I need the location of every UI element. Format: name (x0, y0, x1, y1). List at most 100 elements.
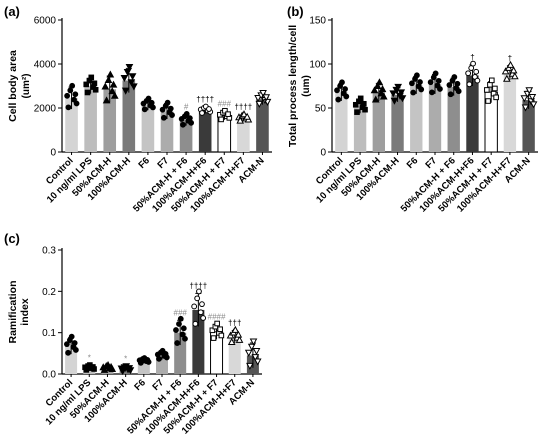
bar (141, 104, 155, 152)
data-point (180, 325, 187, 332)
data-point (247, 343, 256, 351)
data-point (177, 315, 184, 322)
bar (410, 85, 423, 152)
data-point (65, 349, 71, 356)
data-point (218, 116, 224, 123)
significance-label: †††† (196, 95, 214, 104)
data-point (454, 80, 461, 87)
panel-label: (c) (4, 231, 20, 246)
data-point (107, 362, 115, 370)
data-point (493, 94, 499, 101)
data-point (150, 104, 156, 111)
bar (466, 75, 479, 152)
data-point (253, 358, 262, 366)
data-point (243, 112, 251, 120)
data-point (174, 340, 181, 346)
data-point (354, 109, 360, 115)
data-point (409, 80, 415, 87)
data-point (108, 87, 117, 95)
data-point (156, 355, 162, 362)
data-point (255, 100, 264, 108)
data-point (375, 78, 384, 86)
data-point (252, 348, 261, 356)
bar (372, 92, 385, 152)
data-point (394, 83, 403, 91)
data-point (235, 335, 244, 343)
data-point (130, 83, 138, 91)
data-point (137, 359, 144, 366)
y-tick-label: 6000 (34, 16, 57, 27)
data-point (83, 81, 90, 88)
bar (447, 86, 460, 152)
data-point (474, 77, 481, 84)
data-point (183, 111, 190, 117)
y-axis-unit: (um²) (21, 74, 32, 99)
bar (179, 120, 193, 152)
data-point (63, 341, 70, 348)
data-point (72, 91, 79, 98)
data-point (397, 89, 406, 97)
data-point (246, 362, 254, 370)
data-point (528, 94, 537, 102)
data-point (236, 116, 245, 124)
data-point (417, 79, 423, 85)
data-point (83, 367, 90, 373)
data-point (128, 73, 137, 81)
data-point (188, 119, 195, 126)
data-point (455, 88, 462, 95)
significance-label: †††† (234, 103, 252, 112)
significance-label: †††† (189, 281, 207, 290)
data-point (371, 95, 380, 103)
data-point (470, 60, 476, 67)
bar (428, 84, 442, 152)
data-point (199, 110, 205, 116)
bar (122, 80, 136, 152)
bar (198, 110, 212, 152)
data-point (110, 91, 119, 99)
data-point (214, 320, 220, 327)
y-tick-label: 0 (320, 148, 326, 159)
data-point (209, 327, 216, 334)
data-point (389, 90, 398, 98)
data-point (466, 81, 473, 88)
data-point (432, 70, 439, 77)
data-point (72, 347, 79, 353)
data-point (141, 106, 148, 113)
data-point (360, 100, 367, 107)
significance-label: ††† (228, 319, 241, 328)
data-point (127, 79, 136, 87)
data-point (446, 82, 453, 88)
bar (237, 117, 250, 152)
data-point (144, 357, 151, 363)
data-point (447, 91, 454, 98)
data-point (91, 80, 98, 87)
y-tick-label: 0.0 (42, 370, 56, 381)
data-point (506, 60, 515, 68)
bar (160, 111, 174, 152)
data-point (509, 66, 518, 74)
data-point (88, 74, 95, 81)
x-tick-label: F6 (132, 377, 148, 393)
data-point (357, 95, 364, 102)
data-point (390, 97, 399, 105)
bar (103, 89, 117, 152)
data-point (197, 309, 204, 316)
data-point (71, 340, 78, 346)
data-point (484, 87, 490, 93)
data-point (410, 89, 417, 96)
bar (335, 92, 348, 152)
data-point (231, 325, 240, 333)
data-point (521, 104, 530, 112)
data-point (120, 74, 129, 83)
data-point (435, 77, 442, 84)
chart-panel-2: (b) 0 50 100 150 Total process length/cell (um… (287, 4, 538, 214)
data-point (73, 100, 80, 107)
data-point (525, 87, 534, 95)
data-point (262, 94, 271, 102)
data-point (65, 104, 72, 111)
data-point (101, 82, 110, 90)
bar (256, 99, 269, 152)
x-tick-label: F6 (405, 155, 421, 171)
